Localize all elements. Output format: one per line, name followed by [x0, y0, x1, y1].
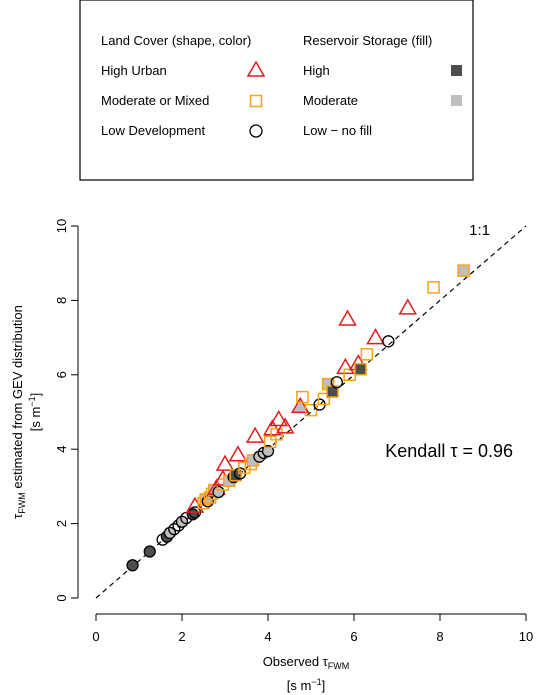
data-point-high-urban [338, 309, 357, 326]
y-tick-label: 2 [54, 520, 69, 527]
data-point-high-urban [228, 445, 248, 462]
y-axis-units-exp: −1 [27, 396, 37, 406]
fill-high-swatch [451, 65, 462, 76]
data-point-moderate [427, 281, 440, 294]
x-tick-label: 2 [178, 629, 185, 644]
fill-moderate-swatch [451, 95, 462, 106]
legend-item-high-urban-label: High Urban [101, 63, 167, 78]
data-points [126, 264, 470, 572]
y-axis-units-main: [s m [28, 407, 43, 432]
x-axis-units: [s m−1] [287, 677, 325, 693]
kendall-annotation: Kendall τ = 0.96 [385, 441, 513, 461]
data-point-moderate [238, 461, 251, 475]
data-point-high-urban [215, 454, 235, 471]
y-tick-label: 4 [54, 446, 69, 453]
data-point-moderate [317, 392, 331, 406]
x-tick-label: 8 [436, 629, 443, 644]
y-axis-units: [s m−1] [27, 393, 43, 431]
data-point-low [261, 444, 275, 458]
one-to-one-line [95, 225, 527, 599]
x-ticks: 0 2 4 6 8 10 [92, 614, 533, 644]
data-point-moderate [360, 348, 374, 361]
data-point-low [201, 495, 214, 508]
data-point-high-urban [245, 426, 265, 443]
legend-item-low-label: Low Development [101, 123, 205, 138]
legend-item-storage-high-label: High [303, 63, 330, 78]
legend-reservoir-title: Reservoir Storage (fill) [303, 33, 432, 48]
legend-item-storage-low-label: Low − no fill [303, 123, 372, 138]
data-point-high-urban [290, 396, 310, 414]
data-point-high-urban [269, 409, 289, 427]
legend-item-storage-moderate-label: Moderate [303, 93, 358, 108]
y-axis-label: τFWM estimated from GEV distribution [10, 305, 27, 519]
x-axis-label-sub: FWM [328, 661, 350, 671]
data-point-high-urban [398, 298, 418, 315]
data-point-moderate [296, 390, 309, 404]
data-point-moderate [304, 403, 318, 417]
triangle-icon [246, 60, 266, 77]
x-axis-units-exp: −1 [311, 677, 321, 687]
x-tick-label: 4 [264, 629, 271, 644]
y-axis-label-sub: FWM [17, 492, 27, 514]
data-point-low [212, 485, 225, 499]
data-point-low [126, 559, 139, 572]
data-point-high-urban [366, 328, 385, 345]
x-axis-units-main: [s m [287, 678, 312, 693]
x-tick-label: 10 [519, 629, 533, 644]
data-point-low [143, 545, 156, 558]
legend-box [79, 0, 474, 181]
x-tick-label: 0 [92, 629, 99, 644]
y-axis-label-main: τ [10, 513, 25, 519]
data-point-moderate [457, 264, 470, 277]
data-point-low [382, 335, 395, 348]
legend: Land Cover (shape, color) Reservoir Stor… [79, 0, 474, 181]
data-point-low [168, 523, 181, 536]
y-tick-label: 6 [54, 371, 69, 378]
y-ticks: 0 2 4 6 8 10 [54, 219, 78, 602]
one-to-one-label: 1:1 [469, 222, 490, 239]
square-icon [249, 94, 263, 108]
y-tick-label: 8 [54, 297, 69, 304]
x-axis-label: Observed τFWM [263, 654, 350, 671]
data-point-high-urban [185, 496, 205, 513]
data-point-low [330, 376, 343, 389]
legend-item-moderate-label: Moderate or Mixed [101, 93, 209, 108]
data-point-high-urban [275, 417, 295, 434]
data-point-moderate [263, 435, 277, 449]
y-axis-label-rest: estimated from GEV distribution [10, 305, 25, 492]
x-axis-label-main: Observed τ [263, 654, 329, 669]
legend-land-cover-title: Land Cover (shape, color) [101, 33, 251, 48]
plot-area: 0 2 4 6 8 10 0 2 4 6 8 10 1:1 Kendall τ = 0.96 Obs… [10, 219, 533, 693]
data-point-high-urban [336, 357, 355, 375]
data-point-moderate [354, 362, 367, 376]
y-tick-label: 0 [54, 594, 69, 601]
x-tick-label: 6 [350, 629, 357, 644]
data-point-high-urban [263, 419, 282, 436]
y-tick-label: 10 [54, 219, 69, 233]
y-axis-units-close: ] [28, 393, 43, 397]
data-point-moderate [270, 428, 283, 441]
circle-icon [249, 124, 263, 138]
x-axis-units-close: ] [322, 678, 326, 693]
